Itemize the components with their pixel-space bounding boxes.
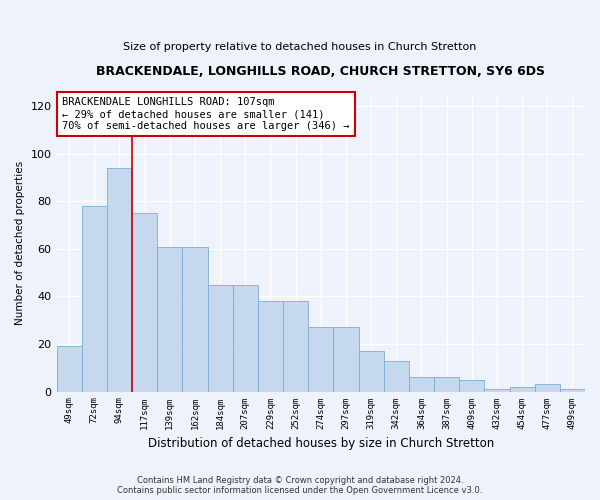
Bar — [233, 284, 258, 392]
Title: BRACKENDALE, LONGHILLS ROAD, CHURCH STRETTON, SY6 6DS: BRACKENDALE, LONGHILLS ROAD, CHURCH STRE… — [96, 65, 545, 78]
Bar — [560, 389, 585, 392]
Bar — [409, 378, 434, 392]
Bar — [383, 360, 409, 392]
Bar — [182, 246, 208, 392]
Text: BRACKENDALE LONGHILLS ROAD: 107sqm
← 29% of detached houses are smaller (141)
70: BRACKENDALE LONGHILLS ROAD: 107sqm ← 29%… — [62, 98, 349, 130]
Bar — [283, 301, 308, 392]
Bar — [434, 378, 459, 392]
Bar — [132, 214, 157, 392]
Bar — [535, 384, 560, 392]
Text: Contains HM Land Registry data © Crown copyright and database right 2024.
Contai: Contains HM Land Registry data © Crown c… — [118, 476, 482, 495]
Bar — [56, 346, 82, 392]
Bar — [484, 389, 509, 392]
Bar — [308, 328, 334, 392]
Bar — [459, 380, 484, 392]
Bar — [334, 328, 359, 392]
X-axis label: Distribution of detached houses by size in Church Stretton: Distribution of detached houses by size … — [148, 437, 494, 450]
Text: Size of property relative to detached houses in Church Stretton: Size of property relative to detached ho… — [124, 42, 476, 52]
Bar — [509, 387, 535, 392]
Bar — [258, 301, 283, 392]
Bar — [107, 168, 132, 392]
Y-axis label: Number of detached properties: Number of detached properties — [15, 161, 25, 325]
Bar — [359, 351, 383, 392]
Bar — [82, 206, 107, 392]
Bar — [208, 284, 233, 392]
Bar — [157, 246, 182, 392]
